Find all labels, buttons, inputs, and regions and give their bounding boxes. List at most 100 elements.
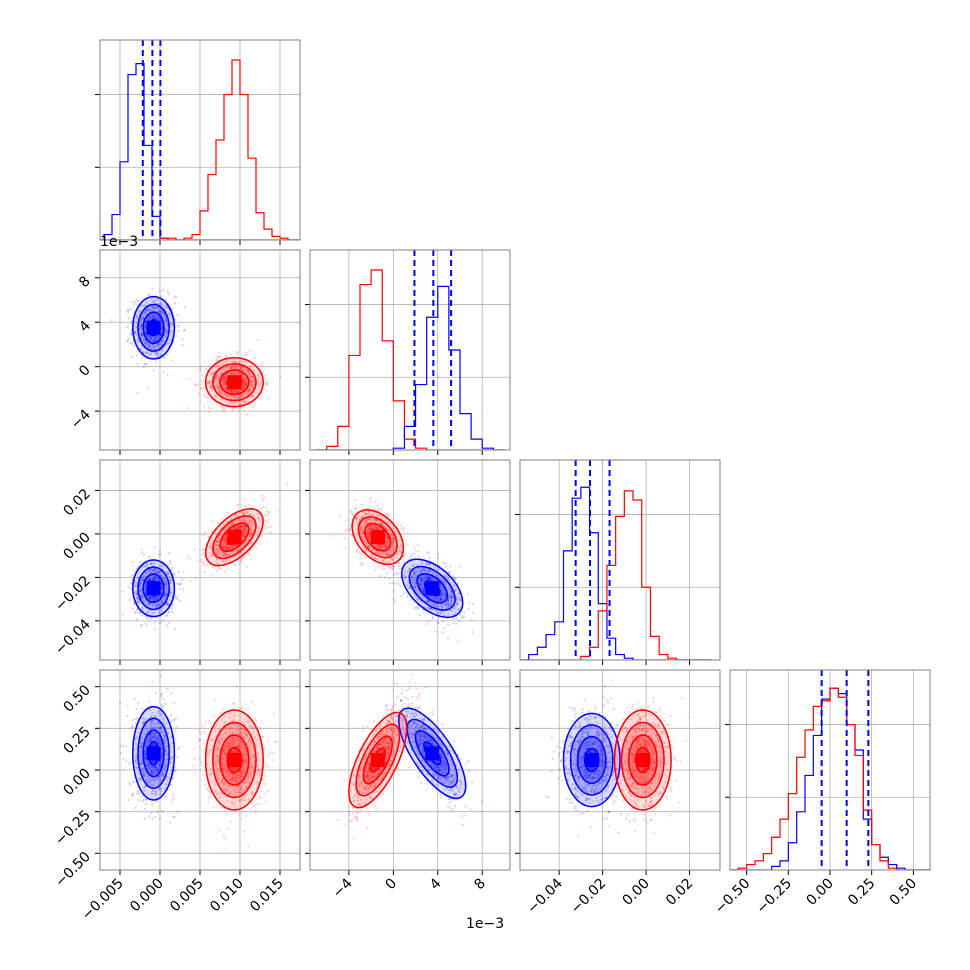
scatter-point bbox=[365, 522, 368, 525]
scatter-point bbox=[250, 380, 253, 384]
scatter-point bbox=[183, 305, 186, 309]
scatter-point bbox=[370, 525, 373, 528]
scatter-point bbox=[159, 728, 162, 731]
scatter-point bbox=[391, 533, 394, 536]
scatter-point bbox=[237, 396, 240, 399]
scatter-point bbox=[224, 570, 227, 574]
scatter-point bbox=[226, 546, 229, 549]
scatter-point bbox=[142, 350, 145, 354]
scatter-point bbox=[218, 356, 221, 359]
scatter-point bbox=[150, 308, 153, 311]
scatter-point bbox=[457, 597, 461, 601]
scatter-point bbox=[148, 569, 151, 572]
scatter-point bbox=[258, 519, 261, 523]
scatter-point bbox=[374, 500, 377, 503]
scatter-point bbox=[451, 595, 454, 598]
scatter-point bbox=[439, 611, 442, 614]
scatter-point bbox=[239, 367, 242, 370]
scatter-point bbox=[233, 370, 237, 373]
scatter-point bbox=[160, 582, 163, 585]
scatter-point bbox=[150, 721, 153, 724]
scatter-point bbox=[220, 533, 223, 537]
scatter-point bbox=[242, 380, 245, 383]
scatter-point bbox=[209, 384, 212, 387]
scatter-point bbox=[164, 595, 168, 599]
scatter-point bbox=[413, 571, 416, 574]
scatter-point bbox=[138, 590, 141, 593]
scatter-point bbox=[226, 359, 229, 362]
scatter-point bbox=[216, 522, 220, 525]
scatter-point bbox=[161, 575, 164, 578]
scatter-point bbox=[223, 561, 226, 564]
scatter-point bbox=[245, 519, 248, 523]
scatter-point bbox=[143, 769, 146, 773]
scatter-point bbox=[165, 794, 169, 798]
scatter-point bbox=[242, 380, 245, 383]
scatter-point bbox=[202, 534, 205, 537]
scatter-point bbox=[285, 482, 288, 485]
scatter-point bbox=[223, 368, 226, 371]
scatter-point bbox=[142, 720, 145, 723]
scatter-point bbox=[144, 324, 147, 327]
scatter-point bbox=[398, 547, 401, 550]
scatter-point bbox=[234, 364, 237, 367]
scatter-point bbox=[216, 384, 219, 388]
scatter-point bbox=[143, 774, 146, 777]
scatter-point bbox=[446, 605, 449, 608]
scatter-point bbox=[441, 610, 444, 613]
scatter-point bbox=[242, 506, 245, 509]
scatter-point bbox=[174, 717, 178, 720]
scatter-point bbox=[218, 534, 221, 537]
scatter-point bbox=[161, 339, 164, 342]
scatter-point bbox=[142, 722, 145, 725]
scatter-point bbox=[151, 603, 154, 606]
scatter-point bbox=[149, 735, 152, 739]
scatter-point bbox=[164, 579, 167, 583]
scatter-point bbox=[148, 315, 151, 318]
scatter-point bbox=[425, 607, 428, 610]
scatter-point bbox=[452, 622, 455, 625]
scatter-point bbox=[168, 339, 171, 342]
scatter-point bbox=[223, 547, 226, 550]
p3-vs-p2-series-0-contour bbox=[401, 558, 464, 619]
scatter-point bbox=[171, 566, 174, 569]
scatter-point bbox=[157, 603, 160, 606]
scatter-point bbox=[142, 335, 145, 338]
scatter-point bbox=[233, 396, 236, 399]
scatter-point bbox=[232, 365, 235, 368]
scatter-point bbox=[140, 580, 143, 583]
scatter-point bbox=[238, 390, 241, 394]
scatter-point bbox=[243, 517, 246, 520]
scatter-point bbox=[158, 712, 161, 716]
scatter-point bbox=[400, 543, 403, 547]
scatter-point bbox=[209, 386, 212, 389]
scatter-point bbox=[161, 289, 165, 292]
scatter-point bbox=[363, 522, 366, 526]
scatter-point bbox=[217, 544, 220, 547]
scatter-point bbox=[148, 620, 151, 623]
scatter-point bbox=[214, 366, 218, 369]
scatter-point bbox=[356, 524, 359, 527]
scatter-point bbox=[234, 520, 237, 523]
scatter-point bbox=[391, 541, 394, 544]
scatter-point bbox=[163, 333, 167, 336]
scatter-point bbox=[433, 595, 436, 598]
scatter-point bbox=[379, 522, 382, 526]
scatter-point bbox=[241, 400, 244, 403]
scatter-point bbox=[248, 386, 251, 389]
scatter-point bbox=[248, 553, 251, 556]
scatter-point bbox=[365, 530, 368, 533]
scatter-point bbox=[243, 533, 246, 536]
scatter-point bbox=[248, 513, 251, 516]
scatter-point bbox=[166, 331, 169, 334]
scatter-point bbox=[150, 596, 153, 599]
scatter-point bbox=[261, 370, 264, 374]
scatter-point bbox=[154, 793, 158, 796]
scatter-point bbox=[202, 386, 205, 389]
scatter-point bbox=[230, 388, 233, 391]
scatter-point bbox=[225, 552, 228, 555]
scatter-point bbox=[240, 366, 244, 369]
scatter-point bbox=[158, 290, 162, 293]
scatter-point bbox=[238, 525, 241, 528]
scatter-point bbox=[388, 521, 391, 524]
